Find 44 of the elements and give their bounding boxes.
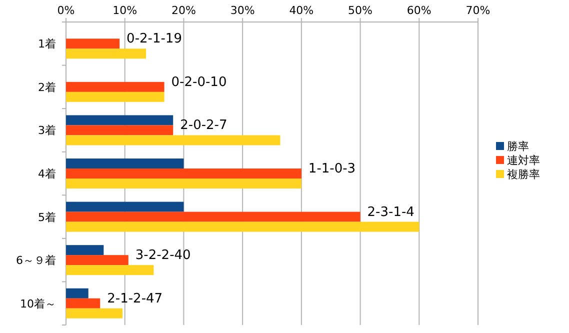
bar <box>66 168 302 178</box>
y-tick-label: 2着 <box>38 80 56 94</box>
legend-label: 連対率 <box>507 154 540 167</box>
legend-label: 勝率 <box>507 140 529 153</box>
x-tick-label: 0% <box>57 4 75 17</box>
x-tick-label: 10% <box>112 4 138 17</box>
bar <box>66 245 104 256</box>
bar <box>66 265 154 276</box>
bar <box>66 48 146 59</box>
bar <box>66 178 302 188</box>
annotation: 2-3-1-4 <box>367 204 414 220</box>
annotation: 2-0-2-7 <box>180 118 228 134</box>
y-tick-label: 4着 <box>38 168 56 180</box>
annotation: 3-2-2-40 <box>135 248 191 264</box>
annotation: 0-2-0-10 <box>171 74 227 90</box>
x-tick-label: 40% <box>289 4 314 17</box>
annotation: 2-1-2-47 <box>107 291 163 306</box>
x-tick-label: 20% <box>171 4 196 17</box>
bar <box>66 308 123 318</box>
y-tick-label: 3着 <box>38 124 56 138</box>
bar <box>66 82 164 92</box>
x-tick-label: 60% <box>406 4 432 17</box>
bar <box>66 38 120 49</box>
annotation: 1-1-0-3 <box>308 162 356 176</box>
x-tick-label: 50% <box>348 4 373 17</box>
y-tick-label: 5着 <box>38 210 56 224</box>
bar <box>66 298 100 308</box>
y-tick-label: 6～９着 <box>16 254 56 268</box>
bar <box>66 212 360 222</box>
y-tick-label: 1着 <box>38 38 56 51</box>
bar <box>66 115 174 126</box>
bar <box>66 222 420 232</box>
legend-label: 複勝率 <box>507 168 540 181</box>
bar <box>66 92 164 102</box>
bar <box>66 125 174 136</box>
annotation: 0-2-1-19 <box>126 32 182 47</box>
x-tick-label: 30% <box>230 4 255 17</box>
bar <box>66 288 88 298</box>
bar <box>66 135 280 146</box>
bar <box>66 255 128 266</box>
y-tick-label: 10着～ <box>20 297 56 310</box>
bar <box>66 202 184 212</box>
bar <box>66 158 184 168</box>
x-tick-label: 70% <box>466 4 490 17</box>
